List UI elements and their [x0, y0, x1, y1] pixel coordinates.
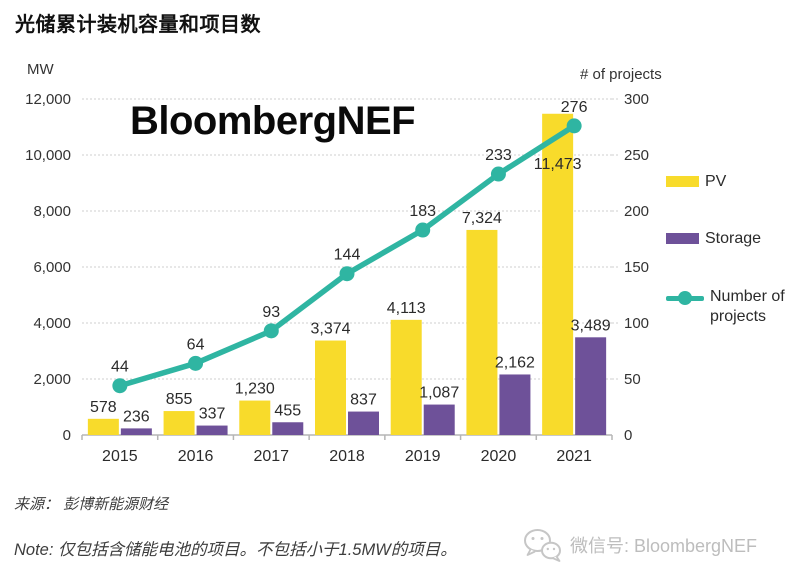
pv-value-label: 11,473 — [534, 156, 582, 173]
storage-value-label: 1,087 — [419, 385, 459, 402]
storage-bar-2021 — [575, 337, 607, 435]
wechat-icon — [524, 529, 561, 562]
pv-bar-2017 — [239, 400, 271, 435]
projects-value-label: 144 — [334, 247, 361, 264]
left-axis-tick-label: 2,000 — [33, 371, 71, 388]
pv-bar-2018 — [315, 340, 346, 435]
projects-marker-2016 — [188, 355, 204, 371]
projects-marker-2015 — [112, 378, 128, 394]
page-title: 光储累计装机容量和项目数 — [15, 14, 261, 36]
storage-value-label: 236 — [123, 408, 150, 425]
projects-marker-2020 — [490, 166, 506, 182]
pv-value-label: 3,374 — [310, 321, 350, 338]
storage-value-label: 3,489 — [571, 317, 611, 334]
x-axis-year-label: 2019 — [405, 448, 441, 465]
x-axis-year-label: 2017 — [253, 448, 289, 465]
storage-bar-2018 — [348, 411, 379, 435]
left-axis-tick-label: 12,000 — [25, 91, 71, 108]
x-axis-year-label: 2015 — [102, 448, 138, 465]
source-text: 来源： 彭博新能源财经 — [14, 496, 169, 513]
right-axis-tick-label: 150 — [624, 259, 649, 276]
pv-bar-2019 — [390, 319, 422, 435]
right-axis-tick-label: 0 — [624, 427, 632, 444]
right-axis-unit-label: # of projects — [580, 66, 662, 83]
storage-bar-2020 — [499, 374, 531, 435]
projects-marker-2018 — [339, 266, 355, 282]
storage-bar-2016 — [196, 425, 228, 435]
x-axis-year-label: 2016 — [178, 448, 214, 465]
note-text: Note: 仅包括含储能电池的项目。不包括小于1.5MW的项目。 — [14, 541, 457, 559]
pv-bar-2021 — [542, 113, 574, 436]
storage-bar-2019 — [423, 404, 455, 435]
pv-value-label: 855 — [166, 391, 193, 408]
pv-bar-2020 — [466, 229, 498, 435]
projects-value-label: 183 — [409, 203, 436, 220]
pv-value-label: 1,230 — [235, 381, 275, 398]
storage-value-label: 455 — [274, 402, 301, 419]
left-axis-tick-label: 6,000 — [33, 259, 71, 276]
right-axis-tick-label: 100 — [624, 315, 649, 332]
combo-chart: 0 2,000 4,000 6,000 8,000 10,000 12,000 0 50 100 1… — [25, 91, 649, 465]
right-axis-tick-label: 300 — [624, 91, 649, 108]
projects-value-label: 64 — [187, 336, 205, 353]
x-axis-year-label: 2021 — [556, 448, 592, 465]
storage-value-label: 2,162 — [495, 354, 535, 371]
pv-bar-2016 — [163, 411, 195, 435]
projects-marker-2017 — [263, 323, 279, 339]
left-axis-tick-label: 8,000 — [33, 203, 71, 220]
projects-value-label: 233 — [485, 147, 512, 164]
storage-value-label: 837 — [350, 392, 377, 409]
right-axis-tick-label: 50 — [624, 371, 641, 388]
right-axis-tick-label: 200 — [624, 203, 649, 220]
left-axis-tick-label: 0 — [63, 427, 71, 444]
wechat-badge: 微信号: BloombergNEF — [522, 527, 757, 563]
projects-value-label: 276 — [561, 99, 588, 116]
x-axis-year-label: 2018 — [329, 448, 365, 465]
left-axis-tick-label: 4,000 — [33, 315, 71, 332]
projects-value-label: 44 — [111, 359, 129, 376]
storage-value-label: 337 — [199, 406, 226, 423]
pv-bar-2015 — [87, 418, 119, 435]
watermark-bloombergnef: BloombergNEF — [130, 99, 416, 143]
projects-value-label: 93 — [262, 304, 280, 321]
storage-bar-2017 — [272, 422, 304, 435]
storage-bar-2015 — [120, 428, 152, 435]
pv-value-label: 4,113 — [387, 300, 426, 317]
projects-marker-2019 — [415, 222, 431, 238]
projects-marker-2021 — [566, 118, 582, 134]
pv-value-label: 578 — [90, 399, 117, 416]
wechat-text: 微信号: BloombergNEF — [570, 536, 758, 556]
right-axis-tick-label: 250 — [624, 147, 649, 164]
x-axis-year-label: 2020 — [481, 448, 517, 465]
pv-value-label: 7,324 — [462, 210, 502, 227]
left-axis-tick-label: 10,000 — [25, 147, 71, 164]
left-axis-unit-label: MW — [27, 61, 54, 78]
